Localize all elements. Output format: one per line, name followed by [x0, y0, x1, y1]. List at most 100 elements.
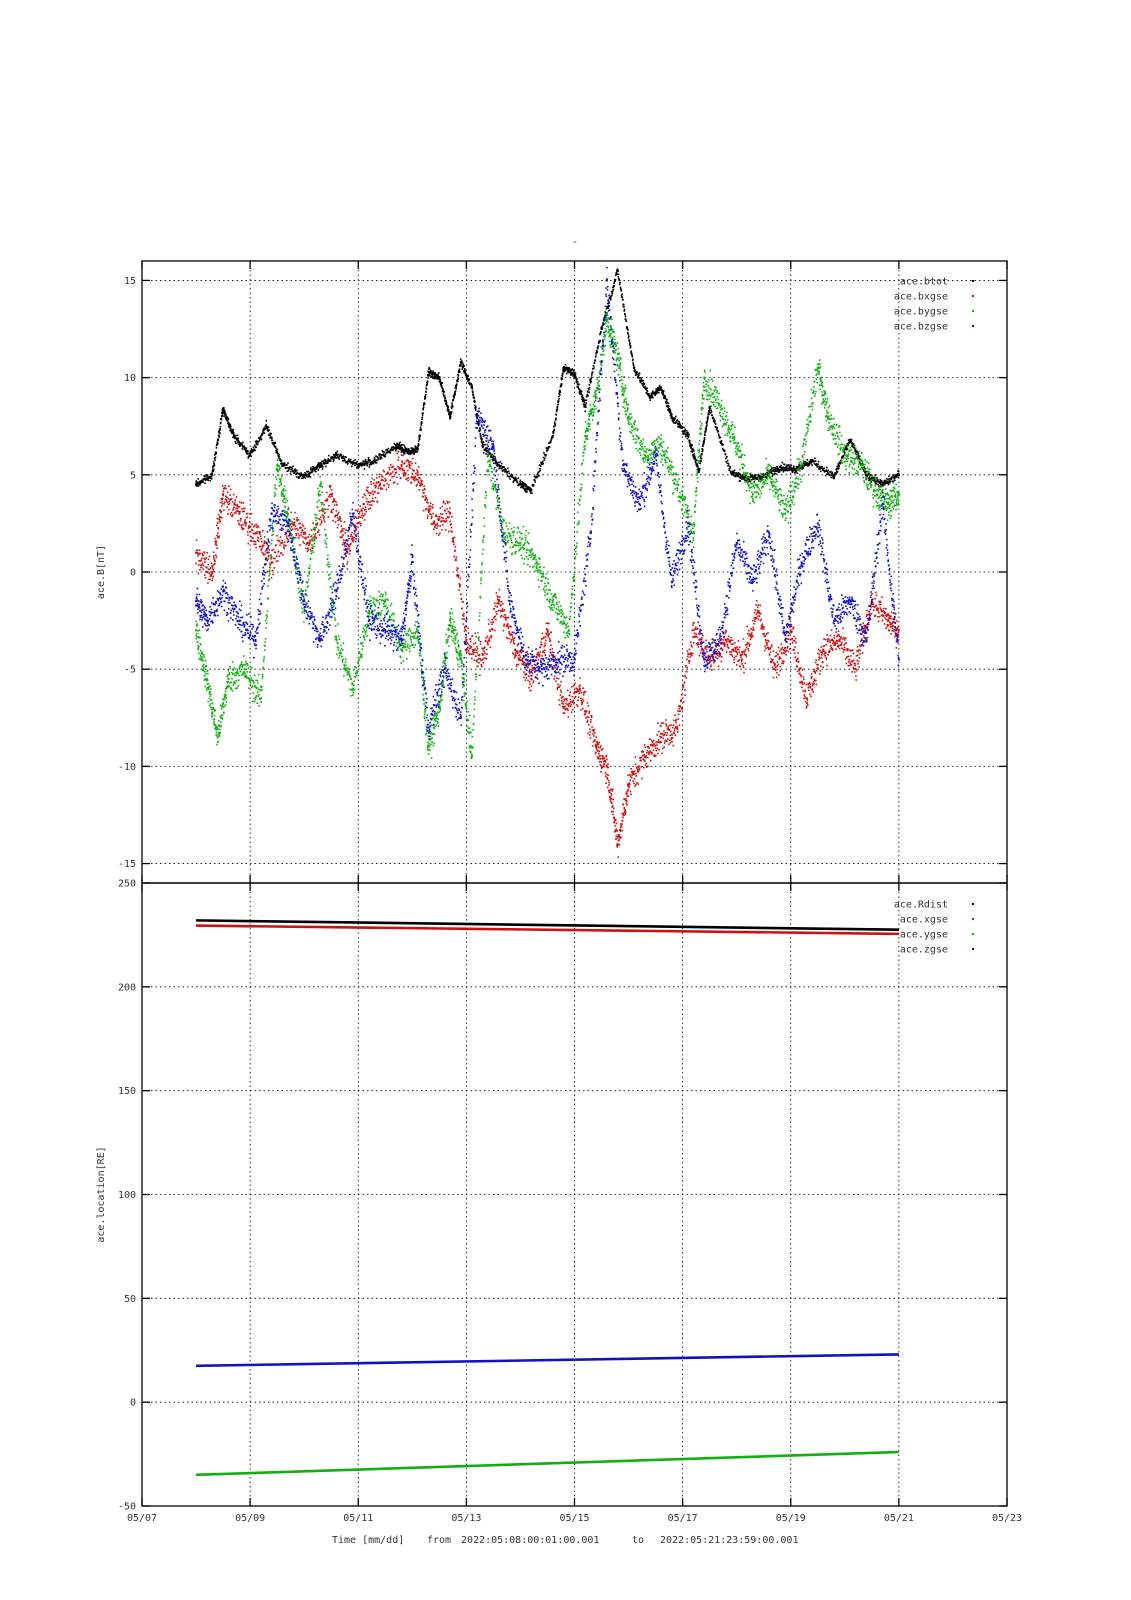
- data-point: [586, 395, 588, 398]
- data-point: [450, 407, 453, 410]
- data-point: [722, 443, 724, 446]
- data-point: [402, 468, 404, 470]
- data-point: [326, 499, 329, 502]
- data-point: [657, 739, 660, 741]
- data-point: [344, 461, 347, 464]
- data-point: [306, 542, 309, 545]
- data-point: [355, 516, 357, 518]
- data-point: [525, 651, 527, 654]
- data-point: [304, 527, 306, 530]
- data-point: [624, 809, 626, 811]
- data-point: [252, 537, 254, 539]
- data-point: [580, 703, 583, 706]
- data-point: [562, 712, 565, 714]
- data-point: [737, 473, 740, 476]
- data-point: [564, 705, 566, 708]
- data-point: [640, 760, 642, 762]
- data-point: [690, 652, 692, 654]
- data-point: [591, 715, 593, 718]
- data-point: [615, 837, 618, 840]
- data-point: [646, 752, 648, 754]
- data-point: [233, 502, 235, 505]
- data-point: [466, 651, 468, 653]
- data-point: [215, 524, 218, 527]
- data-point: [643, 386, 645, 389]
- data-point: [392, 482, 395, 484]
- data-point: [809, 461, 812, 463]
- data-point: [641, 382, 644, 385]
- data-point: [237, 510, 240, 512]
- data-point: [639, 377, 642, 379]
- data-point: [485, 450, 488, 453]
- data-point: [338, 515, 341, 518]
- data-point: [882, 481, 884, 484]
- data-point: [285, 535, 288, 538]
- data-point: [656, 747, 659, 750]
- data-point: [686, 433, 688, 436]
- data-point: [244, 519, 247, 521]
- data-point: [466, 378, 468, 381]
- data-point: [223, 409, 226, 412]
- data-point: [784, 467, 787, 470]
- data-point: [750, 478, 753, 481]
- data-point: [489, 646, 492, 649]
- data-point: [293, 523, 296, 526]
- data-point: [242, 441, 244, 444]
- data-point: [468, 647, 471, 650]
- data-point: [622, 803, 624, 806]
- data-point: [302, 525, 305, 527]
- data-point: [360, 462, 362, 464]
- data-point: [429, 502, 432, 504]
- data-point: [595, 752, 597, 755]
- data-point: [234, 499, 237, 501]
- data-point: [502, 602, 504, 605]
- data-point: [459, 365, 461, 367]
- data-point: [592, 741, 595, 743]
- data-point: [506, 472, 508, 474]
- data-point: [295, 536, 297, 539]
- data-point: [335, 457, 338, 459]
- data-point: [463, 626, 466, 629]
- data-point: [579, 697, 582, 700]
- data-point: [647, 395, 650, 397]
- data-point: [404, 473, 407, 475]
- data-point: [427, 370, 430, 373]
- data-point: [669, 741, 672, 744]
- data-point: [621, 296, 624, 299]
- data-point: [648, 395, 651, 397]
- data-point: [719, 440, 721, 443]
- data-point: [225, 498, 228, 501]
- data-point: [365, 508, 367, 511]
- data-point: [332, 501, 334, 503]
- data-point: [884, 479, 886, 482]
- data-point: [207, 563, 210, 566]
- data-point: [262, 552, 265, 555]
- data-point: [530, 489, 533, 492]
- data-point: [368, 459, 370, 462]
- data-point: [218, 535, 220, 537]
- data-point: [250, 455, 253, 458]
- data-point: [446, 500, 448, 503]
- data-point: [550, 631, 553, 634]
- data-point: [330, 484, 332, 487]
- data-point: [771, 475, 774, 477]
- data-point: [722, 639, 724, 641]
- data-point: [562, 700, 565, 703]
- data-point: [605, 754, 608, 757]
- data-point: [533, 666, 536, 669]
- data-point: [259, 438, 261, 441]
- data-point: [340, 530, 343, 532]
- data-point: [458, 589, 460, 591]
- data-point: [393, 481, 396, 483]
- data-point: [436, 373, 439, 376]
- data-point: [625, 797, 627, 800]
- data-point: [297, 518, 300, 521]
- data-point: [235, 507, 237, 510]
- data-point: [265, 425, 268, 428]
- data-point: [513, 478, 516, 481]
- data-point: [212, 551, 215, 553]
- data-point: [358, 466, 360, 468]
- data-point: [312, 528, 315, 531]
- data-point: [262, 431, 264, 434]
